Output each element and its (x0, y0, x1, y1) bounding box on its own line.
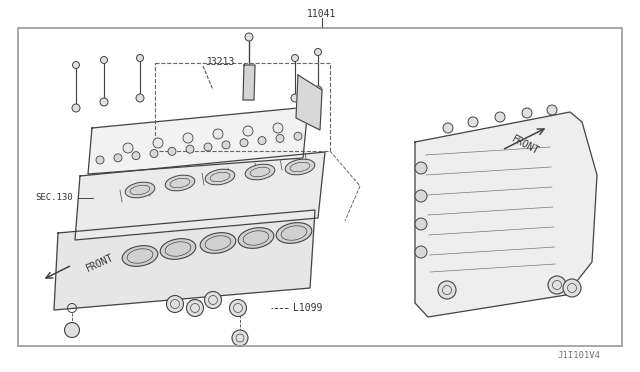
Ellipse shape (276, 223, 312, 243)
Circle shape (72, 61, 79, 68)
Circle shape (243, 126, 253, 136)
Ellipse shape (122, 246, 158, 266)
Circle shape (314, 48, 321, 55)
Circle shape (240, 139, 248, 147)
Circle shape (415, 246, 427, 258)
Circle shape (96, 156, 104, 164)
Circle shape (415, 162, 427, 174)
Circle shape (468, 117, 478, 127)
Ellipse shape (200, 232, 236, 253)
Circle shape (438, 281, 456, 299)
Text: L1099: L1099 (293, 303, 323, 313)
Text: J3213: J3213 (205, 57, 234, 67)
Circle shape (213, 129, 223, 139)
Circle shape (415, 218, 427, 230)
Bar (155, 63, 330, 151)
Circle shape (495, 112, 505, 122)
Circle shape (230, 299, 246, 317)
Circle shape (522, 108, 532, 118)
Ellipse shape (160, 239, 196, 259)
Circle shape (150, 150, 158, 157)
Circle shape (276, 134, 284, 142)
Circle shape (186, 145, 194, 153)
Polygon shape (75, 152, 325, 240)
Circle shape (443, 123, 453, 133)
Circle shape (168, 147, 176, 155)
Ellipse shape (285, 159, 315, 175)
Circle shape (100, 98, 108, 106)
Circle shape (123, 143, 133, 153)
Ellipse shape (165, 175, 195, 191)
Polygon shape (296, 75, 322, 130)
Polygon shape (415, 112, 597, 317)
Circle shape (100, 57, 108, 64)
Circle shape (153, 138, 163, 148)
Circle shape (273, 123, 283, 133)
Ellipse shape (238, 228, 274, 248)
Circle shape (204, 143, 212, 151)
Circle shape (205, 292, 221, 308)
Circle shape (548, 276, 566, 294)
Circle shape (232, 330, 248, 346)
Circle shape (72, 104, 80, 112)
Circle shape (136, 94, 144, 102)
Polygon shape (243, 65, 255, 100)
Ellipse shape (245, 164, 275, 180)
Text: 11041: 11041 (307, 9, 337, 19)
Text: SEC.130: SEC.130 (35, 193, 72, 202)
Circle shape (222, 141, 230, 149)
Circle shape (245, 33, 253, 41)
Circle shape (415, 190, 427, 202)
Text: J1I101V4: J1I101V4 (557, 351, 600, 360)
Circle shape (186, 299, 204, 317)
Circle shape (65, 323, 79, 337)
Polygon shape (54, 210, 315, 310)
Circle shape (136, 55, 143, 61)
Circle shape (291, 94, 299, 102)
Ellipse shape (125, 182, 155, 198)
Bar (18, 28, 622, 346)
Ellipse shape (205, 169, 235, 185)
Circle shape (114, 154, 122, 162)
Text: FRONT: FRONT (510, 134, 541, 156)
Polygon shape (88, 107, 308, 174)
Circle shape (563, 279, 581, 297)
Circle shape (291, 55, 298, 61)
Circle shape (132, 152, 140, 160)
Circle shape (166, 295, 184, 312)
Circle shape (314, 86, 322, 94)
Circle shape (258, 137, 266, 145)
Circle shape (183, 133, 193, 143)
Text: FRONT: FRONT (84, 252, 115, 274)
Circle shape (294, 132, 302, 140)
Circle shape (547, 105, 557, 115)
